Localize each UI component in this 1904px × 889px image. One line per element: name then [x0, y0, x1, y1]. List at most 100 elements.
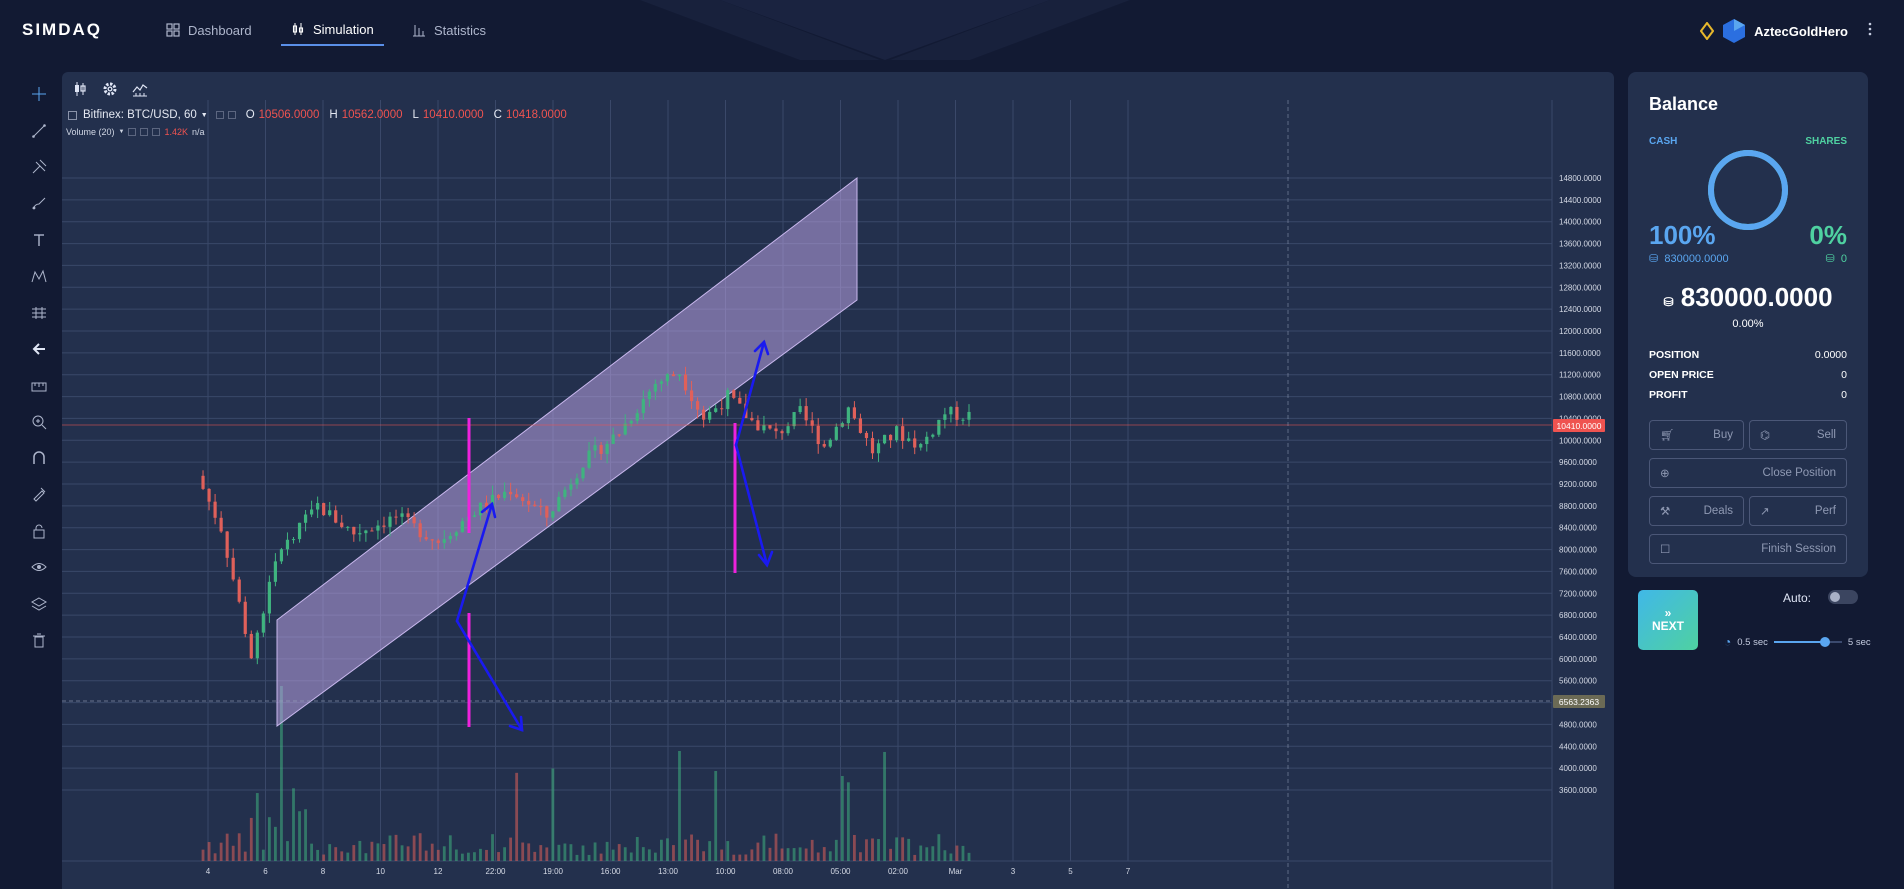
candle-body — [249, 633, 253, 659]
eye-icon — [31, 563, 47, 572]
perf-button[interactable]: ↗ Perf — [1749, 496, 1847, 526]
volume-bar — [322, 854, 326, 861]
candle-body — [201, 475, 205, 489]
slider-thumb[interactable] — [1819, 637, 1830, 647]
volume-bar — [641, 847, 645, 861]
deals-button[interactable]: ⚒ Deals — [1649, 496, 1744, 526]
volume-label[interactable]: Volume (20) — [66, 127, 115, 137]
user-menu[interactable]: AztecGoldHero — [1700, 18, 1848, 44]
tool-lock-draw[interactable] — [22, 476, 56, 512]
candle-body — [888, 434, 893, 441]
tool-text[interactable] — [22, 222, 56, 258]
candle-body — [515, 494, 519, 498]
cash-amount: 830000.0000 — [1664, 253, 1729, 265]
auto-toggle[interactable] — [1828, 590, 1858, 604]
tool-eye[interactable] — [22, 549, 56, 585]
candle-body — [828, 439, 832, 447]
next-button[interactable]: » NEXT — [1638, 590, 1698, 650]
candle-body — [388, 516, 392, 527]
volume-bar — [714, 771, 718, 861]
tool-brush[interactable] — [22, 185, 56, 221]
tool-ruler[interactable] — [22, 367, 56, 403]
profit-label: PROFIT — [1649, 389, 1688, 401]
indicators-icon[interactable] — [132, 81, 148, 97]
nav-simulation[interactable]: Simulation — [281, 14, 384, 46]
candle-body — [695, 401, 700, 410]
candle-body — [346, 526, 350, 528]
tool-pitchfork[interactable] — [22, 149, 56, 185]
blue-arrow-up-left[interactable] — [455, 501, 497, 623]
volume-bar — [370, 841, 374, 861]
app-logo[interactable]: SIMDAQ — [22, 20, 102, 39]
tool-trash[interactable] — [22, 622, 56, 658]
chart-panel: 14800.0000 14400.0000 14000.0000 13600.0000… — [62, 72, 1614, 889]
price-tick-label: 9200.0000 — [1559, 480, 1597, 489]
volume-bar — [780, 848, 784, 861]
rising-channel-drawing[interactable] — [276, 176, 858, 727]
volume-bar — [521, 842, 525, 861]
candle-body — [792, 412, 796, 427]
price-tick-label: 4800.0000 — [1559, 720, 1597, 729]
volume-bar — [503, 847, 506, 861]
volume-legend: Volume (20) ▼ 1.42K n/a — [66, 127, 205, 137]
candle-body — [635, 413, 639, 421]
tool-trend-line[interactable] — [22, 112, 56, 148]
candle-body — [352, 526, 356, 535]
tool-magnet[interactable] — [22, 440, 56, 476]
tool-pattern[interactable] — [22, 258, 56, 294]
candlestick-type-icon[interactable] — [72, 81, 88, 97]
speed-slider[interactable] — [1773, 635, 1842, 649]
candle-body — [852, 407, 857, 419]
volume-bar — [786, 848, 790, 861]
volume-bar — [479, 848, 482, 861]
blue-arrow-down-left[interactable] — [455, 619, 524, 732]
tool-zoom-in[interactable] — [22, 404, 56, 440]
forecast-icon — [32, 306, 46, 319]
nav-statistics[interactable]: Statistics — [412, 14, 486, 46]
volume-bar — [274, 826, 277, 861]
volume-toggle-icon[interactable] — [128, 128, 137, 136]
legend-toggle-icon[interactable] — [227, 111, 236, 119]
settings-icon[interactable] — [102, 81, 118, 97]
buy-button[interactable]: 🛒︎ Buy — [1649, 420, 1744, 450]
volume-bar — [828, 851, 832, 861]
layers-icon — [31, 597, 47, 611]
volume-toggle-icon[interactable] — [140, 128, 149, 136]
chevron-down-icon[interactable]: ▼ — [200, 111, 208, 119]
tool-layers[interactable] — [22, 585, 56, 621]
tool-forecast[interactable] — [22, 294, 56, 330]
sell-button[interactable]: ⌬ Sell — [1749, 420, 1847, 450]
nav-statistics-label: Statistics — [434, 22, 487, 38]
candle-body — [931, 434, 935, 437]
nav-dashboard[interactable]: Dashboard — [166, 14, 252, 46]
volume-bar — [467, 852, 470, 861]
chart-legend: Bitfinex: BTC/USD, 60 ▼ O 10506.0000 H 105… — [68, 109, 567, 121]
blue-arrow-down-right[interactable] — [734, 443, 774, 568]
time-axis: 4 6 8 10 12 22:00 19:00 16:00 13:00 10:00 08:00 05:… — [206, 867, 1131, 876]
candle-body — [925, 436, 929, 445]
kebab-menu-icon[interactable] — [1868, 22, 1872, 36]
volume-bar — [231, 845, 235, 861]
finish-session-button[interactable]: ☐ Finish Session — [1649, 534, 1847, 564]
volume-bar — [346, 852, 350, 861]
tool-lock[interactable] — [22, 513, 56, 549]
candle-body — [237, 579, 241, 602]
volume-bar — [943, 850, 947, 861]
legend-toggle-icon[interactable] — [215, 111, 224, 119]
legend-collapse-icon[interactable] — [68, 110, 77, 120]
volume-bar — [883, 751, 886, 861]
volume-bar — [280, 686, 283, 861]
tool-crosshair[interactable] — [22, 76, 56, 112]
tool-back-arrow[interactable] — [22, 331, 56, 367]
candle-body — [617, 434, 621, 436]
blue-arrow-up-right[interactable] — [734, 339, 770, 447]
legend-symbol[interactable]: Bitfinex: BTC/USD, 60 — [83, 109, 197, 121]
chevron-down-icon[interactable]: ▼ — [118, 129, 125, 135]
price-chart[interactable]: 14800.0000 14400.0000 14000.0000 13600.0000… — [62, 100, 1614, 889]
close-position-button[interactable]: ⊕ Close Position — [1649, 458, 1847, 488]
volume-bar — [442, 846, 446, 861]
candle-body — [267, 581, 271, 614]
volume-toggle-icon[interactable] — [152, 128, 161, 136]
volume-bar — [901, 837, 905, 861]
candle-body — [364, 530, 368, 534]
